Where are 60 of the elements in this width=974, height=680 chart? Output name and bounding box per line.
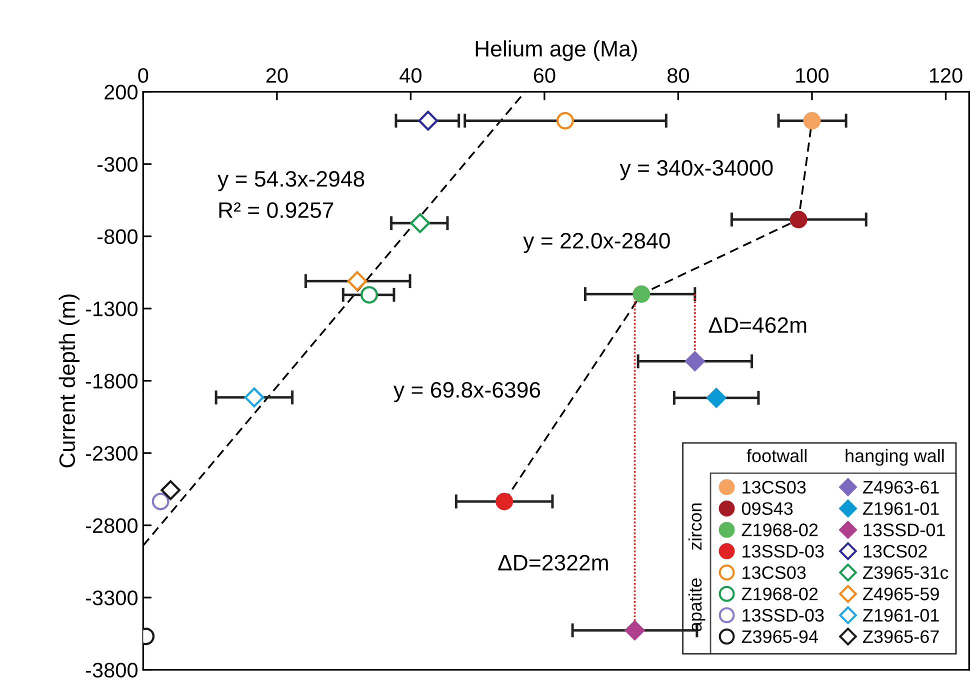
annotation: ΔD=2322m (498, 554, 608, 571)
legend-label: Z1961-01 (863, 502, 939, 515)
legend-label: 13SSD-03 (742, 608, 824, 622)
annotation: y = 69.8x-6396 (393, 382, 540, 402)
annotation: footwall (746, 448, 806, 462)
point (160, 480, 181, 500)
annotation: hanging wall (846, 448, 944, 466)
point (790, 210, 808, 228)
legend-label: Z3965-67 (863, 630, 939, 644)
y-tick-label: -3300 (86, 590, 138, 606)
legend-label: Z1968-02 (742, 524, 818, 536)
x-tick-label: 80 (668, 68, 689, 83)
legend-label: Z1961-01 (863, 608, 939, 622)
y-tick-label: -1800 (86, 374, 138, 389)
point (684, 351, 705, 372)
legend-label: 13CS03 (742, 480, 806, 494)
point (418, 110, 438, 131)
x-tick-label: 100 (796, 68, 829, 83)
point (410, 213, 430, 234)
y-axis-title: Current depth (m) (58, 294, 80, 468)
y-tick-label: 200 (104, 84, 138, 100)
x-tick-label: 120 (930, 68, 962, 83)
annotation: apatite (688, 578, 706, 632)
y-tick-label: -3800 (86, 662, 138, 678)
point (706, 388, 726, 408)
point (496, 492, 514, 510)
annotation: y = 340x-34000 (620, 160, 773, 180)
x-axis-title: Helium age (Ma) (476, 40, 637, 62)
annotation: R² = 0.9257 (219, 202, 334, 218)
x-tick-label: 0 (138, 68, 148, 83)
annotation: zircon (688, 503, 702, 550)
y-tick-label: -1300 (86, 302, 138, 316)
point (632, 285, 650, 303)
legend-label: 13CS03 (742, 566, 806, 580)
point (244, 387, 264, 408)
annotation: y = 22.0x-2840 (523, 232, 670, 254)
legend-label: Z4965-59 (863, 588, 939, 600)
annotation: ΔD=462m (708, 317, 806, 334)
legend-label: Z3965-94 (742, 630, 818, 644)
legend-label: 09S43 (742, 502, 793, 515)
legend-label: 13CS02 (864, 544, 927, 558)
y-tick-label: -300 (98, 157, 138, 172)
point (152, 492, 170, 510)
point (624, 620, 645, 640)
y-tick-label: -800 (98, 229, 138, 244)
point (803, 112, 821, 130)
point (347, 271, 368, 292)
point (556, 112, 574, 130)
legend-label: 13SSD-01 (864, 524, 945, 536)
legend-label: Z4963-61 (863, 480, 939, 494)
legend-label: Z1968-02 (742, 588, 818, 600)
y-tick-label: -2800 (86, 518, 138, 534)
legend-label: 13SSD-03 (742, 544, 824, 558)
x-tick-label: 60 (534, 68, 556, 83)
x-tick-label: 20 (266, 68, 288, 83)
annotation: y = 54.3x-2948 (218, 171, 364, 192)
legend-label: Z3965-31c (863, 566, 948, 580)
y-tick-label: -2300 (86, 446, 138, 461)
point (360, 286, 378, 304)
x-tick-label: 40 (400, 68, 422, 83)
